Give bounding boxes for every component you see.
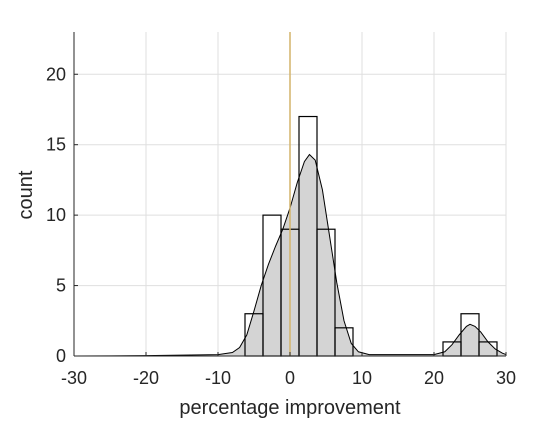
x-tick-label: 10 [352, 368, 372, 388]
x-tick-label: 20 [424, 368, 444, 388]
y-tick-label: 20 [46, 64, 66, 84]
x-tick-label: -20 [133, 368, 159, 388]
histogram-bars [244, 115, 498, 357]
x-tick-label: -30 [61, 368, 87, 388]
x-tick-label: 30 [496, 368, 516, 388]
y-tick-label: 0 [56, 346, 66, 366]
y-tick-label: 15 [46, 135, 66, 155]
y-tick-label: 10 [46, 205, 66, 225]
y-axis-label: count [15, 170, 37, 219]
x-tick-label: 0 [285, 368, 295, 388]
x-axis-label: percentage improvement [179, 397, 401, 419]
y-tick-label: 5 [56, 276, 66, 296]
axes [73, 32, 507, 357]
density-curve-line [73, 153, 507, 357]
x-tick-label: -10 [205, 368, 231, 388]
tick-labels: -30 -20 -10 0 10 20 30 0 5 10 15 20 [46, 64, 516, 388]
